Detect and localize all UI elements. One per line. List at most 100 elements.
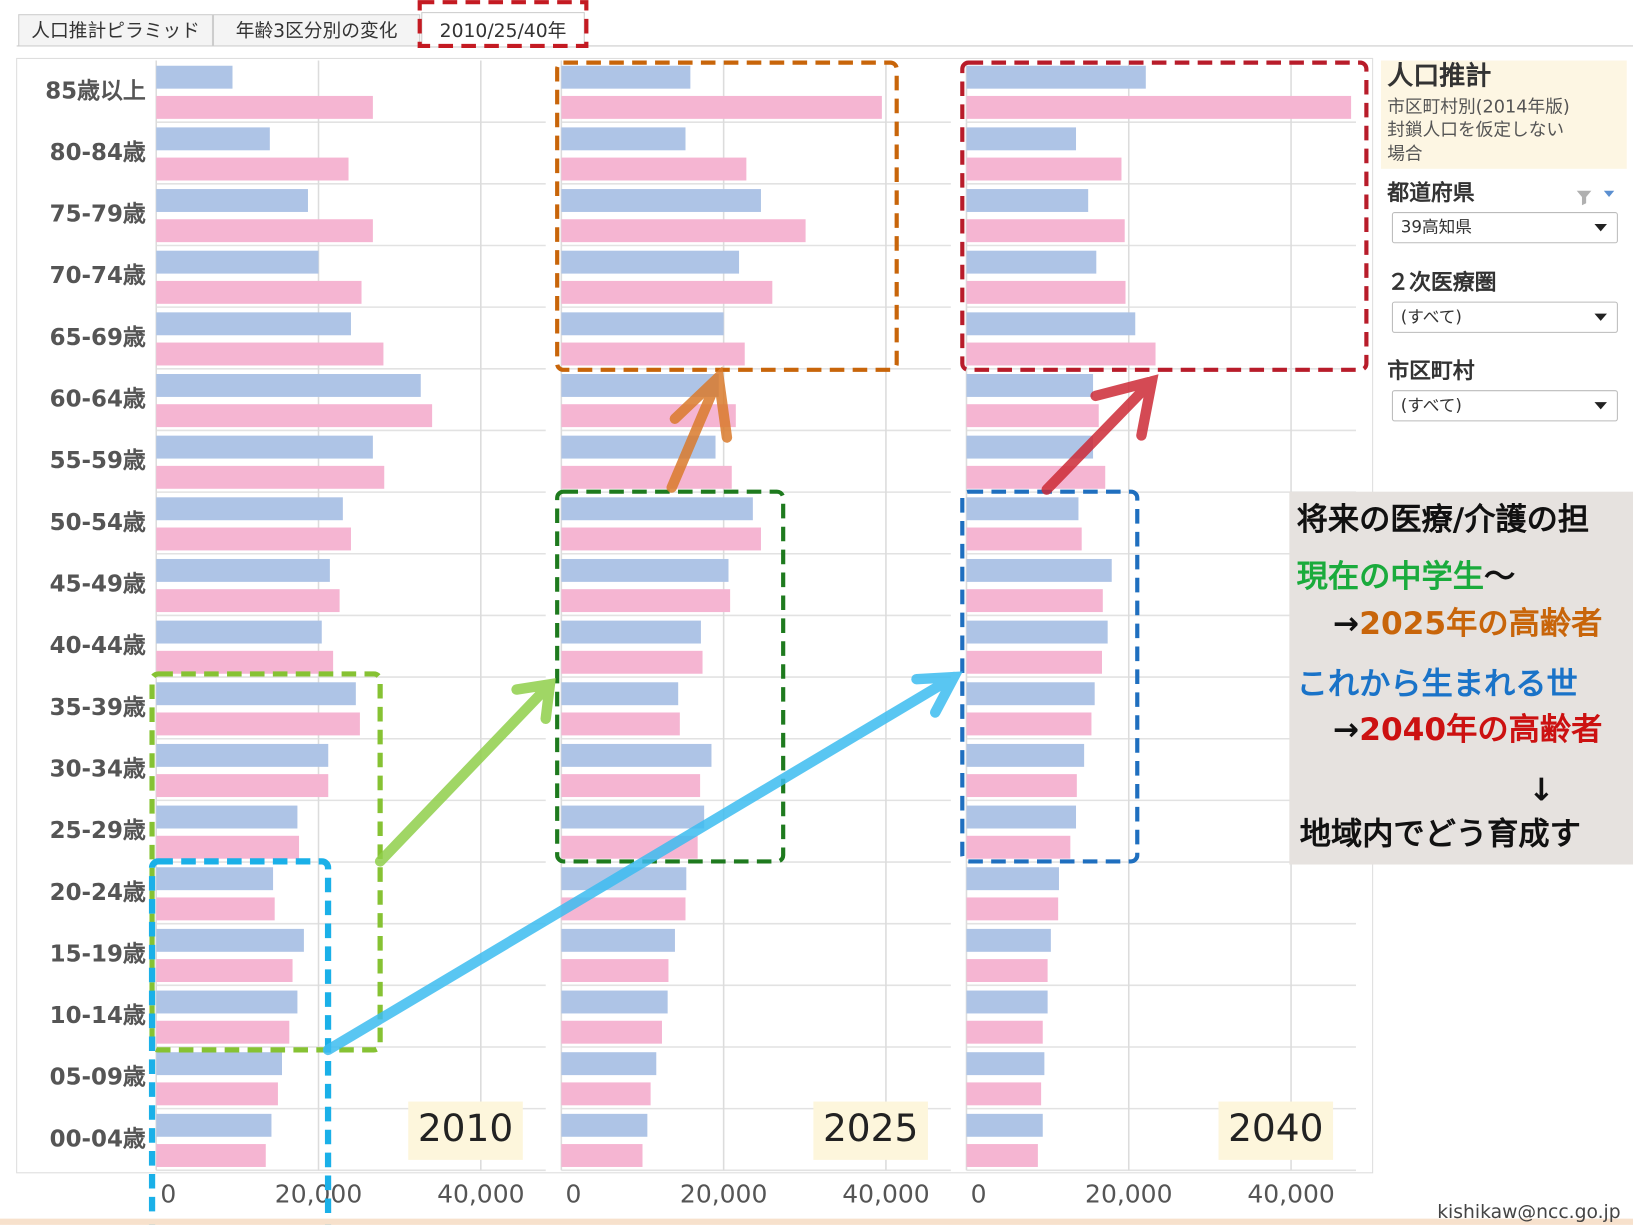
- bar: [561, 589, 731, 613]
- sidebar-subtitle: 場合: [1387, 143, 1423, 164]
- tab-bar: 人口推計ピラミッド 年齢3区分別の変化 2010/25/40年: [16, 0, 1633, 49]
- dropdown[interactable]: [1391, 212, 1618, 244]
- sidebar: 人口推計 市区町村別(2014年版) 封鎖人口を仮定しない 場合 都道府県 39…: [1380, 60, 1627, 422]
- x-tick-label: 0: [160, 1179, 176, 1208]
- filter-label: ２次医療圏: [1387, 269, 1496, 295]
- bar: [561, 95, 882, 119]
- bar: [156, 558, 330, 582]
- bar: [561, 250, 740, 274]
- year-label-bg: [1218, 1101, 1334, 1160]
- year-label: 2040: [1228, 1106, 1323, 1150]
- annotation-line: →2025年の高齢者: [1333, 606, 1602, 642]
- bar: [966, 435, 1094, 459]
- bar: [561, 928, 675, 952]
- tab-label[interactable]: 人口推計ピラミッド: [31, 21, 200, 42]
- bar: [561, 280, 773, 304]
- bar: [561, 620, 701, 644]
- bar: [156, 589, 340, 613]
- footer: kishikaw@ncc.go.jp: [1437, 1202, 1620, 1223]
- arrow: [322, 671, 963, 1056]
- bar: [156, 990, 298, 1014]
- bar: [156, 1020, 290, 1044]
- bar: [561, 527, 761, 551]
- bar: [156, 127, 270, 151]
- bar: [156, 1082, 278, 1106]
- filter-label: 市区町村: [1387, 358, 1475, 384]
- x-tick-label: 40,000: [1247, 1179, 1334, 1208]
- bar: [156, 1113, 272, 1137]
- dropdown-arrow[interactable]: [1594, 313, 1607, 321]
- category-label: 45-49歳: [50, 572, 146, 598]
- dropdown-value[interactable]: (すべて): [1401, 396, 1462, 415]
- bar: [966, 342, 1156, 366]
- bar: [561, 342, 745, 366]
- footer-bar: [0, 1218, 1633, 1225]
- bar: [156, 342, 384, 366]
- highlight-box: [148, 858, 332, 1225]
- bar: [966, 127, 1077, 151]
- dropdown-arrow[interactable]: [1594, 402, 1607, 410]
- menu-icon[interactable]: [1603, 190, 1615, 197]
- category-label: 85歳以上: [45, 78, 146, 104]
- bar: [156, 805, 298, 829]
- category-label: 10-14歳: [50, 1003, 146, 1029]
- tab-label[interactable]: 年齢3区分別の変化: [236, 21, 398, 42]
- year-label-bg: [813, 1101, 928, 1160]
- bar: [561, 959, 669, 983]
- bar: [561, 157, 747, 181]
- tab-active[interactable]: [421, 12, 585, 48]
- category-label: 05-09歳: [50, 1065, 146, 1091]
- bar: [561, 219, 806, 243]
- bar: [561, 1052, 657, 1076]
- x-tick-label: 20,000: [1085, 1179, 1172, 1208]
- year-label-bg: [408, 1101, 523, 1160]
- category-label: 15-19歳: [50, 941, 146, 967]
- tab[interactable]: [18, 14, 213, 47]
- category-label: 65-69歳: [50, 325, 146, 351]
- bar: [156, 835, 300, 859]
- bar: [966, 404, 1099, 428]
- arrow: [374, 678, 556, 867]
- bar: [156, 250, 319, 274]
- category-label: 20-24歳: [50, 880, 146, 906]
- bar: [966, 312, 1136, 336]
- bar: [966, 374, 1094, 397]
- charts: 0 20,000 40,000 2010 0 20,000 40,000 2025 0 20,00…: [45, 60, 1356, 1208]
- bar: [156, 897, 275, 921]
- category-label: 00-04歳: [50, 1126, 146, 1152]
- bar: [966, 280, 1126, 304]
- annotation-line: 地域内でどう育成す: [1300, 816, 1581, 852]
- bar: [156, 465, 385, 489]
- bar: [561, 558, 729, 582]
- bar: [966, 95, 1352, 119]
- highlight-box: [960, 60, 1369, 372]
- annotation-line: →2040年の高齢者: [1333, 712, 1602, 748]
- category-label: 25-29歳: [50, 818, 146, 844]
- dropdown[interactable]: [1391, 301, 1618, 333]
- dropdown[interactable]: [1391, 390, 1618, 422]
- bar: [156, 527, 351, 551]
- year-label: 2025: [823, 1106, 918, 1150]
- bar: [966, 65, 1146, 89]
- bar: [156, 65, 233, 89]
- dropdown-value[interactable]: (すべて): [1401, 307, 1462, 326]
- dropdown-value[interactable]: 39高知県: [1401, 218, 1472, 237]
- bar: [156, 620, 322, 644]
- bar: [966, 990, 1048, 1014]
- dropdown-arrow[interactable]: [1594, 224, 1607, 232]
- bar: [561, 189, 761, 212]
- bar: [561, 1082, 651, 1106]
- tab-label[interactable]: 2010/25/40年: [440, 21, 567, 42]
- annotation-text: →: [1333, 606, 1359, 642]
- bar: [966, 1144, 1038, 1167]
- bar: [156, 650, 334, 674]
- bar: [156, 280, 362, 304]
- bar: [156, 743, 329, 767]
- bar: [561, 897, 686, 921]
- highlight-box: [555, 60, 899, 372]
- filter-icon[interactable]: [1576, 190, 1592, 206]
- sidebar-title: 人口推計: [1387, 61, 1491, 92]
- bar: [966, 867, 1059, 891]
- bar: [561, 435, 716, 459]
- category-label: 60-64歳: [50, 387, 146, 413]
